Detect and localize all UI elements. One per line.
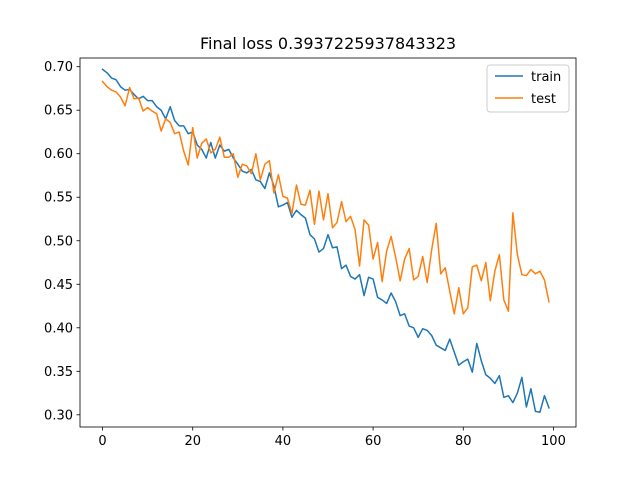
y-tick-label: 0.65 (44, 104, 73, 119)
x-tick-label: 0 (98, 434, 106, 449)
y-tick-label: 0.60 (44, 147, 73, 162)
y-tick-label: 0.45 (44, 278, 73, 293)
legend: train test (486, 64, 570, 113)
x-tick-label: 60 (365, 434, 382, 449)
plot-area: 0 20 40 60 80 100 0.30 0.35 0.40 0.45 0.50 0.55 0.60… (44, 57, 577, 449)
x-tick-label: 40 (275, 434, 292, 449)
x-tick-label: 20 (184, 434, 201, 449)
y-tick-label: 0.55 (44, 191, 73, 206)
x-tick-label: 80 (455, 434, 472, 449)
x-tick-label: 100 (541, 434, 566, 449)
y-tick-label: 0.35 (44, 365, 73, 380)
axes-frame (79, 57, 577, 428)
y-tick-label: 0.40 (44, 321, 73, 336)
chart-title: Final loss 0.3937225937843323 (200, 34, 456, 53)
series-line-0 (101, 68, 550, 413)
y-tick-label: 0.70 (44, 60, 73, 75)
legend-label-train: train (531, 70, 561, 85)
y-tick-label: 0.50 (44, 234, 73, 249)
y-tick-label: 0.30 (44, 408, 73, 423)
series-line-1 (101, 80, 550, 315)
legend-label-test: test (531, 92, 556, 107)
